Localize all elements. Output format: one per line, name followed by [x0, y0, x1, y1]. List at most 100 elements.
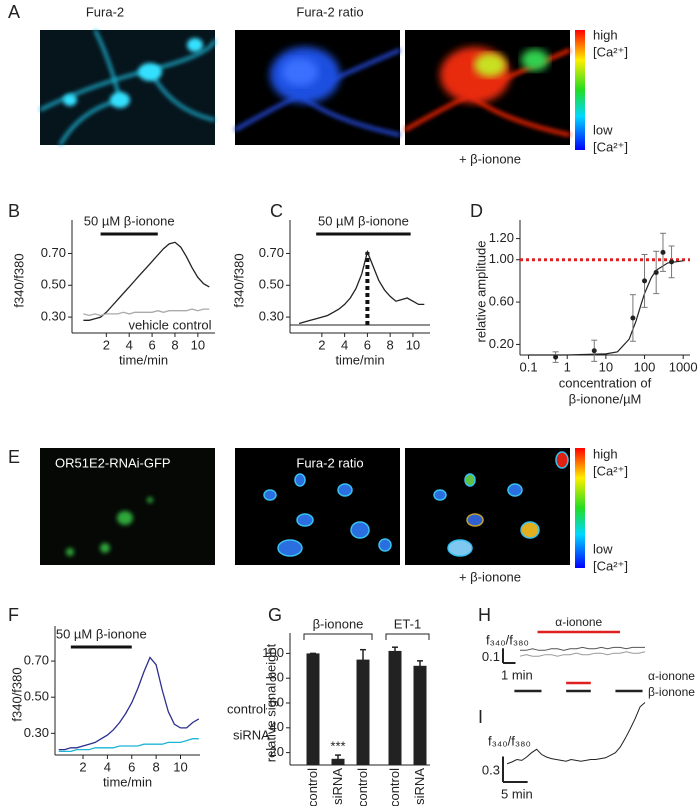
colorbar-label: low [593, 541, 613, 556]
panel-e: E OR51E2-RNAi-GFP Fura-2 ratio + β-ionon… [8, 446, 628, 584]
y-tick-label: 0.50 [24, 689, 49, 704]
x-tick-label: 6 [148, 337, 155, 352]
y-axis-label: f340/f380 [231, 253, 246, 307]
line-series [58, 738, 199, 753]
y-tick-label: 100 [262, 645, 284, 660]
line-series [83, 241, 210, 321]
trace [520, 646, 645, 651]
y-axis-label: f340/f380 [9, 667, 24, 721]
x-tick-label: siRNA [330, 768, 345, 805]
data-point [642, 278, 648, 284]
y-tick-label: 0.30 [259, 309, 284, 324]
group-bracket [303, 633, 373, 640]
scale-label: 5 min [501, 786, 533, 801]
x-axis-label: concentration of [559, 375, 652, 390]
panel-letter: C [270, 201, 283, 221]
colorbar [575, 448, 585, 568]
series-label: siRNA [233, 727, 270, 742]
line-series [298, 249, 425, 325]
y-tick-label: 1.00 [489, 251, 514, 266]
x-tick-label: control [305, 768, 320, 806]
caption: + β-ionone [459, 569, 521, 584]
micrograph [404, 30, 571, 145]
group-label: β-ionone [313, 616, 364, 631]
stimulus-label: 50 µM β-ionone [318, 213, 409, 228]
panel-letter: E [8, 447, 20, 467]
x-tick-label: 10 [406, 337, 420, 352]
scale-label: 0.3 [482, 763, 500, 778]
y-tick-label: 40 [270, 719, 284, 734]
y-tick-label: 0.50 [259, 277, 284, 292]
x-axis-label: β-ionone/µM [569, 391, 642, 406]
stimulus-label: 50 µM β-ionone [56, 626, 147, 641]
x-tick-label: 2 [79, 759, 86, 774]
trace [506, 702, 646, 765]
x-tick-label: 1 [564, 359, 571, 374]
x-tick-label: 1000 [669, 359, 698, 374]
line-series [58, 656, 200, 751]
panel-letter: A [8, 2, 20, 22]
stimulus-label: α-ionone [648, 669, 695, 683]
data-point [660, 249, 666, 255]
x-tick-label: 10 [191, 337, 205, 352]
x-tick-label: control [355, 768, 370, 806]
micrograph [235, 448, 400, 565]
line-series [83, 308, 210, 317]
caption: Fura-2 ratio [296, 455, 363, 470]
y-tick-label: 0.70 [259, 245, 284, 260]
y-tick-label: 0.70 [24, 653, 49, 668]
caption: OR51E2-RNAi-GFP [55, 455, 171, 470]
y-axis-label: f₃₄₀/f₃₈₀ [488, 733, 531, 748]
caption: Fura-2 [86, 4, 124, 19]
scale-label: 0.1 [482, 649, 500, 664]
caption: Fura-2 ratio [296, 4, 363, 19]
x-tick-label: 4 [126, 337, 133, 352]
bar [413, 665, 427, 765]
y-tick-label: 0.60 [489, 294, 514, 309]
y-axis-label: relative signal height [263, 643, 278, 762]
x-axis-label: time/min [335, 352, 384, 367]
significance: *** [330, 739, 345, 754]
group-label: ET-1 [394, 616, 421, 631]
colorbar [575, 30, 585, 150]
y-tick-label: 0.50 [41, 277, 66, 292]
fit-curve [528, 260, 684, 356]
trace [519, 651, 646, 657]
x-tick-label: 2 [318, 337, 325, 352]
x-axis-label: time/min [119, 352, 168, 367]
panel-letter: B [8, 201, 20, 221]
data-point [630, 315, 636, 321]
data-point [653, 269, 659, 275]
panel-letter: H [478, 605, 491, 625]
x-tick-label: 8 [387, 337, 394, 352]
panel-letter: D [470, 201, 483, 221]
micrograph [40, 448, 215, 565]
x-tick-label: 4 [341, 337, 348, 352]
group-bracket [385, 633, 430, 640]
y-tick-label: 60 [270, 694, 284, 709]
x-tick-label: 2 [103, 337, 110, 352]
colorbar-label: [Ca²⁺] [593, 44, 628, 59]
x-axis-label: time/min [103, 774, 152, 789]
y-tick-label: 20 [270, 744, 284, 759]
data-point [591, 348, 597, 354]
stimulus-label: α-ionone [555, 615, 602, 629]
colorbar-label: [Ca²⁺] [593, 463, 628, 478]
x-tick-label: 8 [153, 759, 160, 774]
y-axis-label: f340/f380 [11, 253, 26, 307]
y-tick-label: 0.20 [489, 336, 514, 351]
y-axis-label: relative amplitude [473, 241, 488, 343]
panel-a: A Fura-2 Fura-2 ratio + β-ionone high [C… [8, 2, 628, 167]
bar [306, 653, 320, 765]
x-tick-label: siRNA [412, 768, 427, 805]
x-tick-label: 100 [634, 359, 656, 374]
stimulus-label: β-ionone [648, 685, 695, 699]
x-tick-label: 10 [173, 759, 187, 774]
data-point [669, 259, 675, 265]
data-point [553, 354, 559, 360]
x-tick-label: 6 [128, 759, 135, 774]
x-tick-label: 6 [364, 337, 371, 352]
x-tick-label: 10 [599, 359, 613, 374]
stimulus-label: 50 µM β-ionone [84, 213, 175, 228]
y-tick-label: 0.70 [41, 245, 66, 260]
